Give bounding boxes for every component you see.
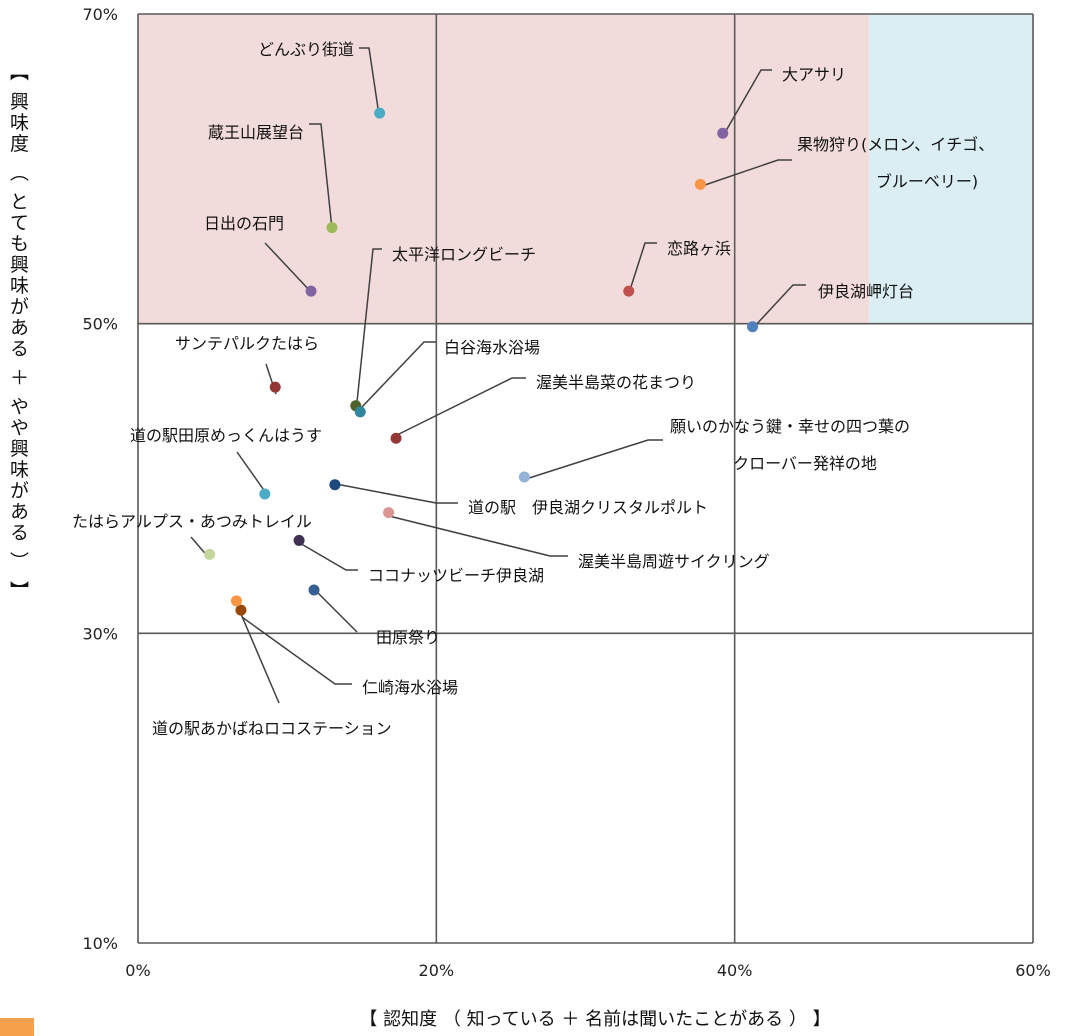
quadrant-regions (138, 14, 1033, 324)
point-label: サンテパルクたはら (175, 334, 319, 353)
point-label: 道の駅あかばねロコステーション (152, 719, 392, 738)
tick-labels: 0% 20% 40% 60% 10% 30% 50% 70% (82, 5, 1050, 980)
quadrant-region-1 (868, 14, 1033, 324)
point-label: クローバー発祥の地 (733, 454, 877, 473)
data-point (390, 432, 402, 444)
x-tick-label: 0% (125, 961, 150, 980)
point-label: たはらアルプス・あつみトレイル (72, 512, 312, 531)
data-point (518, 471, 530, 483)
leader-line (388, 515, 568, 557)
data-point (293, 534, 305, 546)
point-label: 願いのかなう鍵・幸せの四つ葉の (670, 417, 910, 436)
leader-lines (190, 47, 806, 704)
point-label: 白谷海水浴場 (444, 338, 540, 357)
data-point (305, 285, 317, 297)
y-tick-label: 50% (82, 315, 118, 334)
leader-line (628, 242, 657, 294)
point-label: 大アサリ (782, 65, 846, 84)
point-label: どんぶり街道 (258, 40, 354, 59)
data-point (204, 548, 216, 560)
leader-line (360, 341, 436, 409)
leader-line (314, 589, 358, 633)
point-label: 道の駅田原めっくんはうす (130, 426, 322, 445)
x-tick-label: 20% (419, 961, 455, 980)
point-label: 渥美半島周遊サイクリング (578, 552, 770, 571)
point-label: 日出の石門 (204, 214, 284, 233)
leader-line (356, 248, 382, 403)
data-point (694, 178, 706, 190)
point-label: 田原祭り (376, 628, 440, 647)
data-point (354, 406, 366, 418)
leader-line (722, 69, 772, 137)
data-point (259, 488, 271, 500)
x-axis-title: 【 認知度 （ 知っている ＋ 名前は聞いたことがある ） 】 (359, 1009, 830, 1030)
corner-decoration (0, 1018, 34, 1036)
leader-line (264, 242, 313, 294)
data-points (204, 107, 759, 616)
data-point (374, 107, 386, 119)
leader-line (309, 123, 333, 230)
data-point (326, 222, 338, 234)
point-label: ココナッツビーチ伊良湖 (368, 566, 544, 585)
leader-line (525, 439, 663, 480)
data-point (230, 595, 242, 607)
y-tick-label: 30% (82, 624, 118, 643)
leader-line (396, 377, 526, 436)
quadrant-lines (137, 13, 1034, 944)
leader-line (753, 284, 806, 328)
point-label: 渥美半島菜の花まつり (536, 373, 696, 392)
y-axis-title: 【 興味度 （ とても興味がある ＋ やや興味がある ） 】 (7, 62, 29, 602)
point-label: 道の駅 伊良湖クリスタルポルト (468, 498, 708, 517)
point-label: 恋路ヶ浜 (667, 239, 731, 258)
x-tick-label: 60% (1015, 961, 1051, 980)
data-point (235, 604, 247, 616)
leader-line (237, 606, 280, 704)
data-point (269, 381, 281, 393)
data-point (717, 127, 729, 139)
leader-line (297, 541, 358, 571)
point-label: ブルーベリー) (876, 172, 978, 191)
y-tick-label: 70% (82, 5, 118, 24)
point-label: 蔵王山展望台 (208, 123, 304, 142)
leader-line (241, 616, 352, 685)
data-point (747, 321, 759, 333)
y-tick-label: 10% (82, 934, 118, 953)
leader-line (359, 47, 380, 116)
data-point (383, 507, 395, 519)
point-label: 太平洋ロングビーチ (392, 245, 536, 264)
x-tick-label: 40% (717, 961, 753, 980)
point-label: 仁崎海水浴場 (362, 678, 458, 697)
data-point (623, 285, 635, 297)
leader-line (701, 159, 792, 187)
data-point (329, 479, 341, 491)
leader-line (335, 483, 458, 504)
data-point (308, 584, 320, 596)
leader-line (236, 451, 267, 494)
point-label: 果物狩り(メロン、イチゴ、 (797, 135, 994, 154)
point-label: 伊良湖岬灯台 (818, 282, 914, 301)
quadrant-region-0 (138, 14, 869, 324)
